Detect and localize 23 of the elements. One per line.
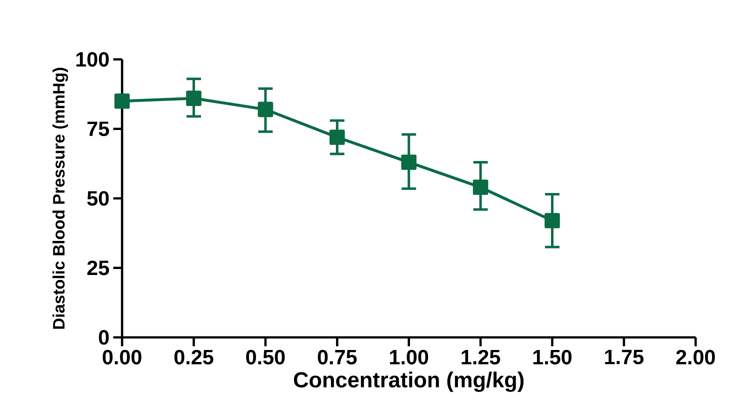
point — [186, 90, 202, 106]
x-tick-label: 1.00 — [390, 350, 428, 364]
y-tick-label: 100 — [76, 52, 109, 67]
point — [401, 154, 417, 170]
x-tick-label: 1.25 — [462, 350, 500, 364]
point — [330, 130, 345, 145]
point — [114, 93, 130, 109]
point — [472, 180, 488, 195]
y-tick-label: 0 — [98, 330, 109, 345]
x-tick-label: 2.00 — [676, 350, 715, 364]
point — [544, 212, 560, 228]
point — [258, 102, 274, 118]
y-tick-label: 50 — [87, 191, 109, 206]
x-tick-label: 1.50 — [533, 350, 572, 364]
y-tick-label: 75 — [87, 122, 110, 136]
x-tick-label: 0.50 — [246, 350, 285, 364]
y-tick-label: 25 — [87, 260, 110, 276]
x-tick-label: 0.25 — [174, 350, 214, 364]
x-tick-label: 1.75 — [605, 350, 644, 364]
x-axis-title: Concentration (mg/kg) — [294, 372, 524, 392]
x-tick-label: 0.00 — [102, 350, 142, 364]
y-axis-title: Diastolic Blood Pressure (mmHg) — [52, 68, 68, 329]
x-tick-label: 0.75 — [318, 350, 357, 364]
